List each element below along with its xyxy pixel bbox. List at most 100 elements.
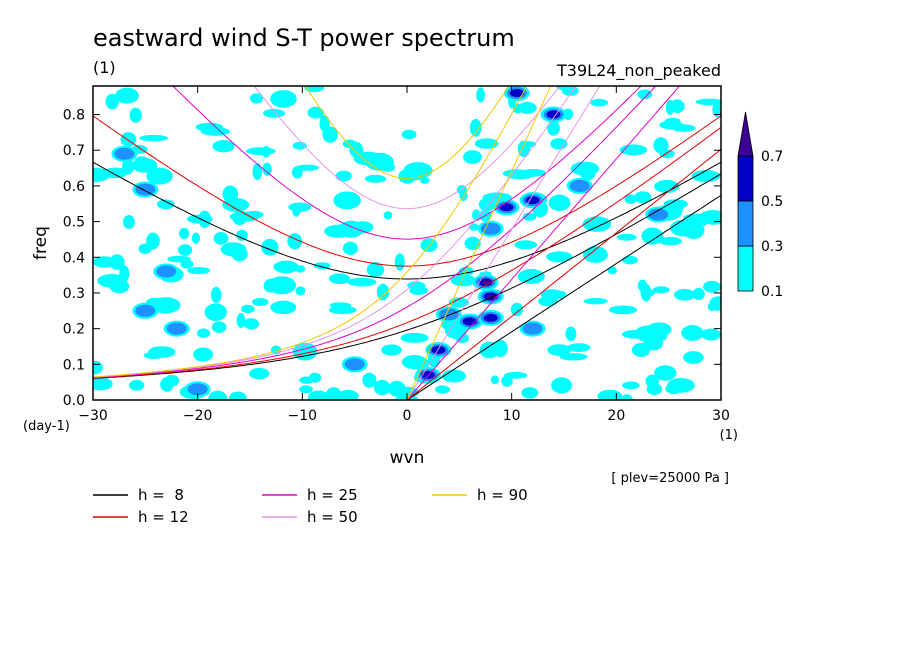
heat-blob [703,280,721,293]
heat-blob [654,365,677,381]
y-tick-label: 0.5 [63,215,85,231]
heat-blob [105,93,119,110]
heat-blob [420,177,430,184]
heat-blob [671,124,696,132]
heat-blob [590,98,609,107]
legend-label: h = 12 [138,508,189,526]
heat-spot-level-2 [483,313,498,322]
heat-blob [307,106,324,119]
heat-blob [249,367,270,380]
legend: h = 8 h = 12 h = 25 h = 50 h = 90 [93,486,528,526]
heat-blob [673,289,696,301]
heat-blob [122,215,135,229]
heat-blob [319,115,330,132]
colorbar-label: 0.7 [761,149,783,165]
heat-blob [333,191,361,210]
heat-blob [245,147,276,156]
heat-blob [243,318,260,330]
heat-blob [139,134,169,142]
heat-blob [622,255,638,265]
heat-blob [381,344,402,356]
colorbar-segment [737,200,754,247]
heat-blob [295,265,306,273]
heat-blob [559,353,588,361]
heat-blob [204,303,227,322]
heat-blob [252,298,269,306]
heat-blob [616,233,637,241]
level-note: [ plev=25000 Pa ] [611,471,729,486]
heat-spot-level-1 [648,208,669,221]
heat-spot-level-2 [509,89,524,98]
heat-blob [236,229,248,241]
heat-blob [517,101,537,114]
heat-blob [641,227,664,245]
heat-blob [548,194,571,211]
heat-blob [187,267,211,275]
heat-blob [167,255,192,263]
curve-kelvin-h50 [406,86,601,400]
heat-blob [133,156,151,173]
heat-blob [502,169,531,178]
heat-blob [469,223,479,231]
heat-blob [607,266,618,275]
x-tick-label: −30 [78,408,108,424]
curve-mrg-h50 [93,86,577,378]
x-axis: −30 −20 −10 0 10 20 30 [78,86,730,424]
y-tick-label: 0.6 [63,179,85,195]
heat-blob [390,386,420,398]
curve-kelvin-h25 [406,86,681,400]
colorbar: 0.1 0.3 0.5 0.7 [737,111,783,300]
heat-blob [212,140,235,153]
heat-blob [697,213,709,226]
heat-blob [547,344,572,356]
heat-blob [249,93,264,104]
heat-blob [403,162,433,179]
heat-blob [401,129,417,140]
heat-spot-level-1 [156,265,177,278]
heat-blob [299,385,313,394]
heat-blob [476,87,485,103]
heat-spot-level-1 [187,383,208,396]
heat-blob [156,199,175,210]
heat-blob [469,118,482,137]
heat-spot-level-1 [569,179,590,192]
heat-spot-level-1 [438,308,459,321]
heat-blob [129,379,145,391]
y-axis-label: freq [31,226,51,260]
heat-blob [109,254,125,270]
heat-blob [401,355,428,370]
heat-blob [583,246,608,263]
heat-blob [645,374,660,388]
heat-blob [329,302,352,309]
heat-blob [373,379,391,396]
heat-blob [364,174,387,183]
heat-blob [299,376,314,384]
heat-blob [707,302,717,312]
x-tick-label: 0 [403,408,412,424]
colorbar-label: 0.3 [761,239,783,255]
heat-blob [383,211,393,220]
heat-blob [193,347,214,362]
heat-blob [261,146,271,158]
heat-blob [540,289,564,301]
heat-blob [624,194,637,205]
heat-spot-level-1 [480,222,501,235]
heat-blob [583,298,608,305]
heat-blob [93,256,115,268]
y-axis-units: (day-1) [23,419,70,434]
heat-blob [148,346,176,358]
y-tick-label: 0.7 [63,143,85,159]
heat-spot-level-2 [499,203,514,212]
heat-blob [409,286,428,295]
heat-blob [667,378,695,393]
heat-blob [304,86,325,93]
curve-eig1-h50 [253,86,561,210]
heat-blob [640,284,652,302]
run-label: T39L24_non_peaked [556,61,721,81]
curve-kelvin-h12 [406,148,721,400]
heat-blob [472,209,481,222]
heat-blob [292,141,307,150]
heat-blob [649,324,668,343]
y-tick-label: 0.3 [63,286,85,302]
